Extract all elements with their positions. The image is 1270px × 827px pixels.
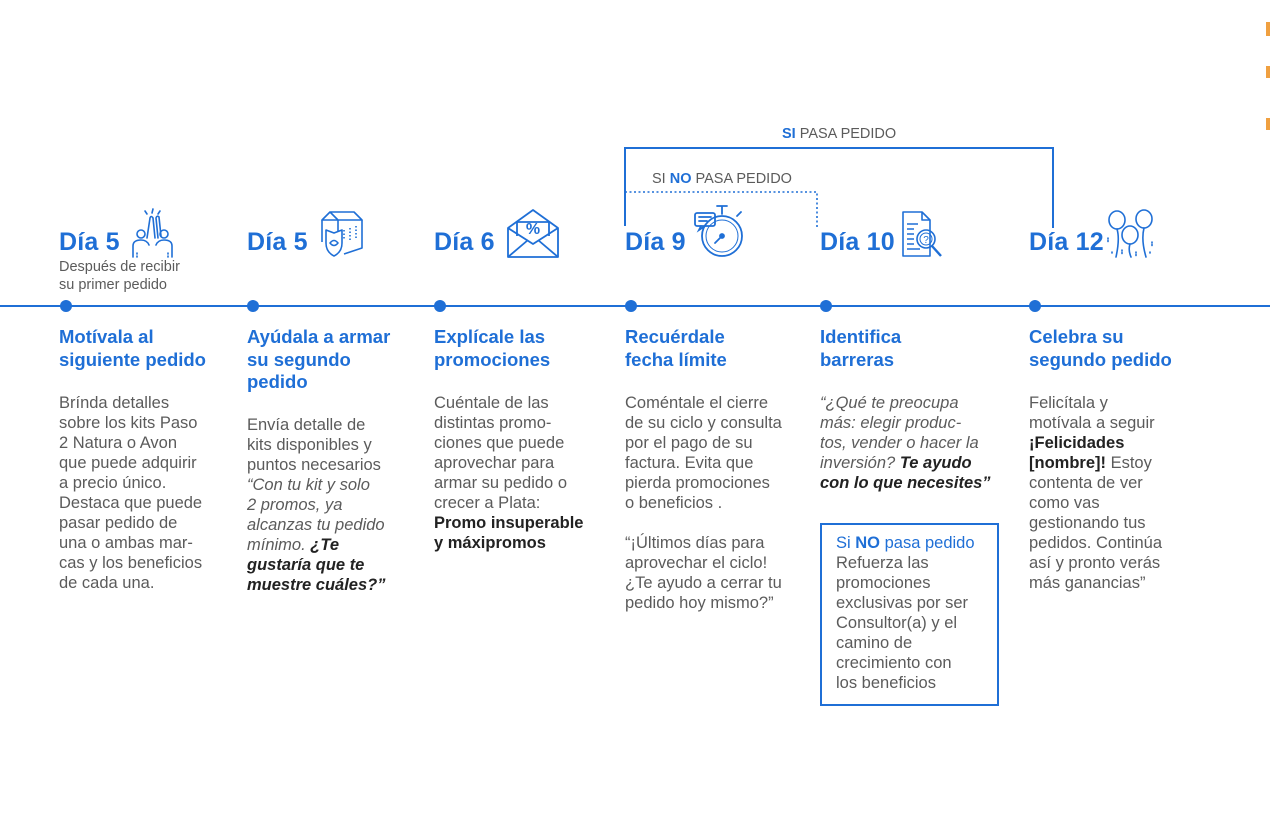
day-label: Día 9	[625, 228, 686, 256]
step-heading: Recuérdale fecha límite	[625, 326, 727, 370]
edge-mark	[1266, 118, 1270, 130]
box-shield-icon	[321, 211, 363, 257]
day-label: Día 5	[247, 228, 308, 256]
bracket-si-line	[624, 147, 1054, 228]
step-body: Envía detalle de kits disponibles y puntos…	[247, 416, 386, 594]
bracket-lines	[624, 147, 1054, 228]
timeline-dot	[820, 300, 832, 312]
svg-text:?: ?	[923, 235, 929, 246]
step-heading: Motívala al siguiente pedido	[59, 326, 206, 370]
timeline-dot	[434, 300, 446, 312]
svg-text:%: %	[526, 221, 540, 238]
timeline-dot	[60, 300, 72, 312]
bracket-no-label: SI NO PASA PEDIDO	[652, 171, 792, 187]
document-search-icon: ?	[902, 211, 942, 257]
callout-body: Refuerza las promociones exclusivas por s…	[836, 554, 969, 692]
day-label: Día 5	[59, 228, 120, 256]
step-body: Felicítala y motívala a seguir ¡Felicidad…	[1029, 394, 1163, 592]
timeline-dot	[1029, 300, 1041, 312]
timeline-dot	[625, 300, 637, 312]
balloons-icon	[1107, 209, 1153, 258]
step-heading: Identifica barreras	[820, 326, 902, 370]
day-label: Día 10	[820, 228, 895, 256]
edge-mark	[1266, 22, 1270, 36]
envelope-percent-icon: %	[507, 209, 559, 258]
high-five-icon	[132, 208, 173, 258]
step-body: Coméntale el cierre de su ciclo y consult…	[625, 394, 782, 612]
day-subnote: Después de recibir su primer pedido	[59, 259, 180, 293]
bracket-si-label: SI PASA PEDIDO	[782, 126, 897, 142]
edge-mark	[1266, 66, 1270, 78]
day-label: Día 6	[434, 228, 495, 256]
no-order-callout: Si NO pasa pedido Refuerza las promocione…	[820, 523, 999, 706]
timeline-dot	[247, 300, 259, 312]
day-label: Día 12	[1029, 228, 1104, 256]
bracket-no-line	[625, 191, 818, 228]
step-heading: Explícale las promociones	[434, 326, 551, 370]
callout-title: Si NO pasa pedido	[836, 534, 975, 552]
step-body: “¿Qué te preocupa más: elegir produc- to…	[820, 394, 991, 492]
step-heading: Ayúdala a armar su segundo pedido	[247, 326, 391, 392]
step-body: Cuéntale de las distintas promo-ciones qu…	[434, 394, 584, 552]
step-body: Brínda detalles sobre los kits Paso 2 Natu…	[59, 394, 203, 592]
stopwatch-icon	[694, 205, 743, 257]
step-heading: Celebra su segundo pedido	[1029, 326, 1172, 370]
